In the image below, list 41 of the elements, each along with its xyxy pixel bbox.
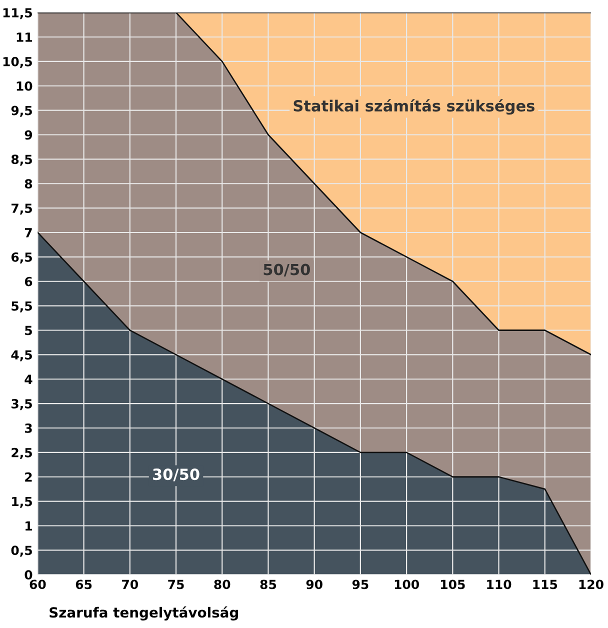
x-tick-label: 100 — [394, 580, 419, 590]
y-tick-label: 2,5 — [12, 448, 32, 459]
y-tick-label: 10 — [16, 81, 32, 91]
x-tick-label: 90 — [306, 580, 322, 590]
y-tick-label: 0,5 — [11, 546, 32, 557]
y-tick-label: 7 — [24, 228, 32, 238]
y-tick-label: 5,5 — [12, 301, 32, 312]
y-tick-label: 6,5 — [11, 252, 32, 264]
y-tick-label: 3 — [24, 423, 32, 433]
y-tick-label: 1 — [26, 521, 32, 530]
y-tick-label: 10,5 — [3, 56, 32, 68]
x-tick-label: 80 — [214, 580, 230, 590]
series-label: 50/50 — [264, 264, 310, 276]
x-tick-label: 60 — [30, 580, 46, 590]
series-label: 30/50 — [152, 468, 200, 482]
x-tick-label: 85 — [260, 580, 276, 590]
y-tick-label: 9,5 — [11, 106, 32, 117]
y-tick-label: 5 — [25, 326, 32, 336]
y-tick-label: 4 — [24, 374, 32, 384]
x-tick-label: 110 — [487, 580, 512, 590]
y-tick-label: 8,5 — [11, 154, 32, 166]
y-tick-label: 8 — [24, 179, 32, 189]
x-tick-label: 105 — [441, 580, 465, 590]
x-tick-label: 95 — [352, 580, 368, 590]
x-axis-title: Szarufa tengelytávolság — [50, 606, 238, 620]
y-tick-label: 6 — [24, 276, 32, 286]
y-tick-label: 11,5 — [3, 8, 32, 20]
y-tick-label: 0 — [24, 570, 32, 580]
y-tick-label: 7,5 — [12, 204, 32, 215]
y-tick-label: 3,5 — [12, 399, 32, 410]
y-tick-label: 2 — [25, 472, 32, 482]
y-tick-label: 1,5 — [12, 496, 32, 508]
x-tick-label: 120 — [579, 580, 604, 590]
x-tick-label: 115 — [533, 580, 558, 590]
y-tick-label: 9 — [24, 130, 32, 140]
y-tick-label: 11 — [16, 32, 32, 42]
y-tick-label: 4,5 — [11, 350, 32, 362]
x-tick-label: 75 — [168, 580, 184, 590]
x-tick-label: 70 — [122, 580, 138, 590]
x-tick-label: 65 — [76, 580, 92, 590]
series-label: Statikai számítás szükséges — [294, 99, 534, 115]
